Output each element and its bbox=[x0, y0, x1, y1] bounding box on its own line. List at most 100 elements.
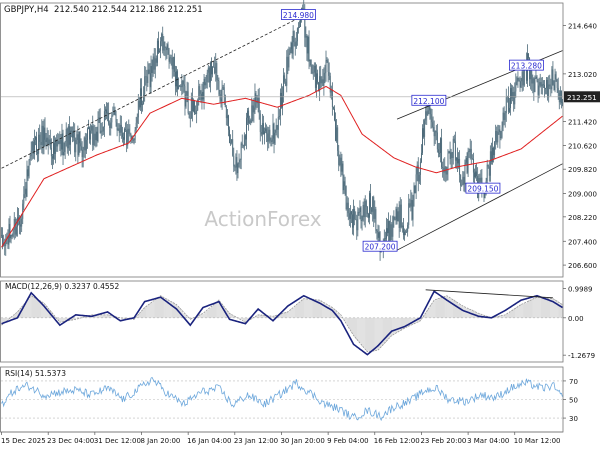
candle-body bbox=[82, 146, 83, 157]
candle-body bbox=[239, 162, 240, 164]
candle-body bbox=[162, 34, 163, 51]
candle-body bbox=[129, 134, 130, 135]
candle-body bbox=[161, 34, 162, 41]
candle-body bbox=[476, 171, 477, 176]
candle-body bbox=[502, 127, 503, 137]
candle-body bbox=[473, 159, 474, 173]
candle-body bbox=[353, 209, 354, 228]
candle-body bbox=[179, 85, 180, 86]
candle-body bbox=[517, 78, 518, 80]
candle-body bbox=[463, 177, 464, 184]
candle-body bbox=[97, 132, 98, 141]
candle-body bbox=[348, 203, 349, 214]
rsi-axis-tick-label: 50 bbox=[569, 397, 578, 405]
candle-body bbox=[256, 93, 257, 101]
candle-body bbox=[296, 41, 297, 46]
candle-body bbox=[87, 129, 88, 140]
candle-body bbox=[457, 158, 458, 164]
candle-body bbox=[86, 140, 87, 150]
candle-body bbox=[437, 132, 438, 149]
candle-body bbox=[37, 152, 38, 154]
candle-body bbox=[273, 124, 274, 139]
candle-body bbox=[143, 95, 144, 104]
candle-body bbox=[562, 103, 563, 104]
candle-body bbox=[81, 143, 82, 146]
candle-body bbox=[63, 133, 64, 155]
candle-body bbox=[59, 139, 60, 143]
candle-body bbox=[247, 111, 248, 118]
candle-body bbox=[350, 211, 351, 218]
candle-body bbox=[378, 232, 379, 238]
candle-body bbox=[171, 57, 172, 58]
candle-body bbox=[229, 130, 230, 143]
candle-body bbox=[57, 141, 58, 146]
price-annotation-label: 209.150 bbox=[467, 185, 498, 194]
candle-body bbox=[414, 185, 415, 200]
candle-body bbox=[392, 216, 393, 236]
candle-body bbox=[330, 76, 331, 93]
candle-body bbox=[106, 109, 107, 113]
candle-body bbox=[25, 189, 26, 197]
candle-body bbox=[559, 93, 560, 102]
candle-body bbox=[306, 36, 307, 54]
time-axis-tick-label: 23 Dec 04:00 bbox=[47, 437, 94, 445]
candle-body bbox=[230, 143, 231, 144]
candle-body bbox=[309, 37, 310, 61]
candle-body bbox=[366, 201, 367, 207]
candle-body bbox=[36, 137, 37, 152]
candle-body bbox=[542, 84, 543, 86]
candle-body bbox=[422, 128, 423, 153]
candle-body bbox=[120, 125, 121, 133]
candle-body bbox=[28, 169, 29, 176]
macd-axis-tick-label: -1.2679 bbox=[568, 352, 595, 360]
watermark-text: ActionForex bbox=[204, 207, 321, 231]
candle-body bbox=[419, 175, 420, 181]
candle-body bbox=[451, 152, 452, 159]
candle-body bbox=[139, 101, 140, 108]
candle-body bbox=[351, 211, 352, 214]
candle-body bbox=[278, 117, 279, 130]
candle-body bbox=[339, 158, 340, 165]
candle-body bbox=[183, 84, 184, 86]
candle-body bbox=[85, 138, 86, 151]
candle-body bbox=[24, 189, 25, 195]
candle-body bbox=[20, 224, 21, 226]
candle-body bbox=[169, 48, 170, 61]
rsi-axis-tick-label: 30 bbox=[569, 415, 578, 423]
candle-body bbox=[276, 125, 277, 133]
candle-body bbox=[206, 82, 207, 85]
candle-body bbox=[423, 128, 424, 137]
candle-body bbox=[450, 151, 451, 159]
candle-body bbox=[425, 111, 426, 120]
price-annotation-label: 213.280 bbox=[511, 62, 542, 71]
candle-body bbox=[369, 193, 370, 218]
candle-body bbox=[210, 63, 211, 83]
candle-body bbox=[359, 207, 360, 212]
candle-body bbox=[101, 131, 102, 133]
candle-body bbox=[134, 140, 135, 141]
candle-body bbox=[172, 58, 173, 69]
candle-body bbox=[144, 76, 145, 94]
candle-body bbox=[109, 124, 110, 129]
candle-body bbox=[39, 135, 40, 142]
candle-body bbox=[546, 80, 547, 88]
candle-body bbox=[300, 20, 301, 27]
candle-body bbox=[67, 129, 68, 148]
candle-body bbox=[285, 82, 286, 86]
candle-body bbox=[461, 185, 462, 186]
candle-body bbox=[123, 137, 124, 140]
candle-body bbox=[496, 131, 497, 142]
candle-body bbox=[385, 238, 386, 239]
candle-body bbox=[386, 228, 387, 238]
candle-body bbox=[543, 84, 544, 85]
candle-body bbox=[238, 164, 239, 173]
candle-body bbox=[558, 88, 559, 93]
candle-body bbox=[352, 214, 353, 227]
candle-body bbox=[203, 92, 204, 99]
candle-body bbox=[176, 71, 177, 86]
candle-body bbox=[155, 58, 156, 69]
price-axis-tick-label: 206.600 bbox=[568, 262, 597, 270]
candle-body bbox=[74, 130, 75, 152]
